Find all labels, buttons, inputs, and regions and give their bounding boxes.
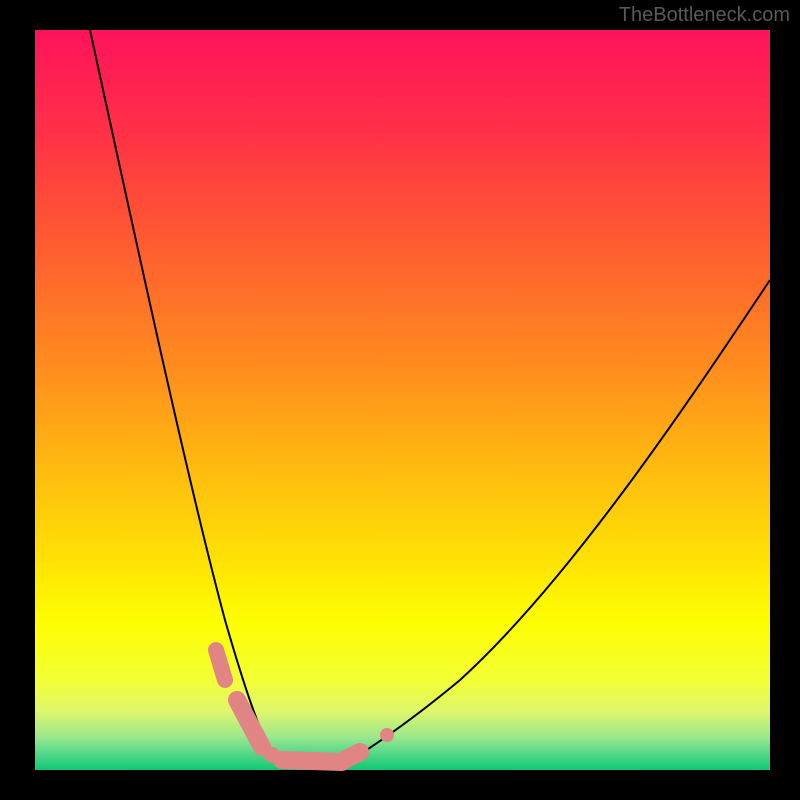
marker [282, 760, 342, 762]
marker [380, 728, 394, 742]
marker [216, 650, 225, 680]
watermark-text: TheBottleneck.com [619, 4, 790, 27]
plot-svg [0, 0, 800, 800]
chart-container: TheBottleneck.com [0, 0, 800, 800]
plot-background [35, 30, 770, 770]
marker [344, 752, 360, 760]
